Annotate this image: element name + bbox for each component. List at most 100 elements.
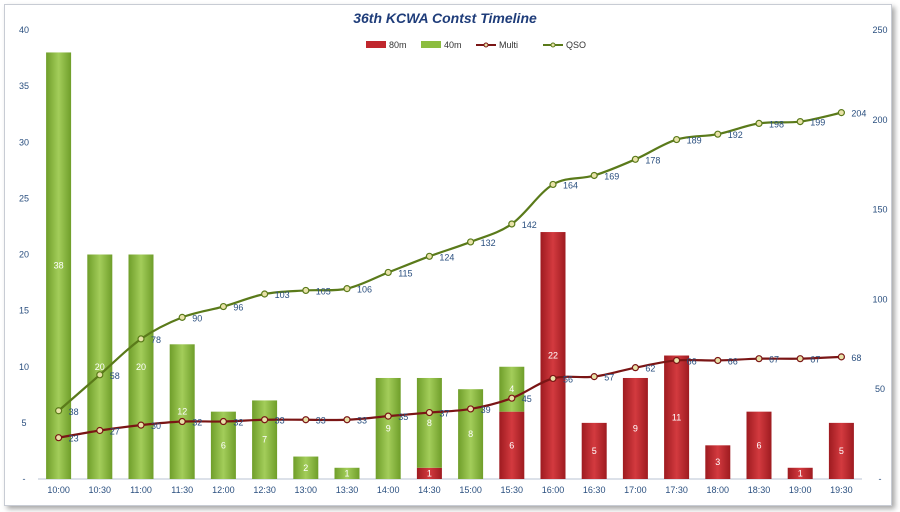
- bar-80m: [705, 445, 731, 479]
- point-multi: [96, 426, 104, 435]
- point-qso: [631, 155, 640, 163]
- right-axis-tick-label: 50: [875, 384, 885, 394]
- point-qso: [343, 285, 351, 293]
- bar-80m: [622, 377, 648, 479]
- left-axis-tick-label: 15: [19, 306, 29, 316]
- point-multi-label: 23: [69, 434, 79, 444]
- x-axis-tick-label: 16:30: [583, 485, 606, 495]
- x-axis-tick-label: 14:00: [377, 485, 400, 495]
- point-qso-label: 199: [810, 118, 825, 128]
- x-axis-tick-label: 17:00: [624, 485, 647, 495]
- point-qso-label: 169: [604, 171, 619, 181]
- point-qso-label: 142: [522, 220, 537, 230]
- point-qso: [54, 407, 63, 415]
- point-multi: [796, 355, 804, 363]
- x-axis-tick-label: 17:30: [665, 485, 688, 495]
- bar-40m: [458, 389, 484, 479]
- point-qso-label: 78: [151, 335, 161, 345]
- point-qso: [384, 268, 392, 277]
- lines: 23 27 30 32 32 33 33 33 35 37 39 45 56 57 62 66 66 67 67 68…: [54, 109, 866, 444]
- bar-40m: [252, 400, 278, 479]
- bar-80m: [540, 232, 566, 479]
- point-qso: [549, 180, 557, 189]
- bar-40m: [334, 467, 360, 479]
- point-multi-label: 33: [316, 416, 326, 426]
- bar-40m: [499, 366, 525, 412]
- bar-40m: [293, 456, 319, 479]
- point-multi-label: 30: [151, 421, 161, 431]
- point-multi: [302, 416, 310, 424]
- point-qso-label: 178: [645, 155, 660, 165]
- bar-40m: [416, 377, 442, 468]
- left-axis-tick-label: 10: [19, 362, 29, 372]
- point-qso: [508, 220, 516, 228]
- point-qso-label: 124: [439, 252, 454, 262]
- point-qso-label: 96: [233, 303, 243, 313]
- point-multi: [343, 416, 351, 424]
- bar-40m-label: 20: [136, 362, 146, 372]
- bar-40m-label: 20: [95, 362, 105, 372]
- point-qso-label: 132: [481, 238, 496, 248]
- x-axis-tick-label: 19:30: [830, 485, 853, 495]
- legend-label-qso: QSO: [566, 40, 586, 50]
- bar-40m-label: 8: [468, 429, 473, 439]
- point-qso: [302, 286, 310, 295]
- point-multi-label: 32: [233, 418, 243, 428]
- bar-80m-label: 9: [633, 423, 638, 433]
- bar-40m-label: 9: [386, 423, 391, 433]
- point-multi-label: 67: [769, 355, 779, 365]
- bar-80m-label: 5: [592, 446, 597, 456]
- point-qso: [178, 313, 186, 321]
- point-multi-label: 66: [687, 356, 697, 366]
- point-qso: [425, 252, 433, 260]
- legend-swatch-40m: [421, 41, 441, 48]
- point-multi-label: 68: [851, 353, 861, 363]
- bar-80m: [581, 422, 607, 479]
- chart-title: 36th KCWA Contst Timeline: [353, 10, 537, 26]
- bar-40m: [169, 344, 195, 479]
- bar-40m-label: 7: [262, 435, 267, 445]
- left-axis-tick-label: 35: [19, 81, 29, 91]
- point-multi: [467, 405, 475, 413]
- x-axis-tick-label: 11:30: [171, 485, 193, 495]
- bar-40m-label: 2: [303, 463, 308, 473]
- x-axis-tick-label: 10:00: [47, 485, 70, 495]
- point-multi-label: 57: [604, 373, 614, 383]
- bar-40m-label: 38: [54, 261, 64, 271]
- point-qso-label: 105: [316, 286, 331, 296]
- point-qso-label: 106: [357, 285, 372, 295]
- point-qso-label: 115: [398, 268, 412, 278]
- x-axis-tick-label: 15:00: [459, 485, 482, 495]
- point-multi: [714, 356, 722, 365]
- point-qso: [796, 117, 804, 126]
- point-multi-label: 62: [645, 364, 655, 374]
- point-multi-label: 39: [481, 405, 491, 415]
- point-multi-label: 37: [439, 409, 449, 419]
- bar-80m: [499, 411, 525, 479]
- point-multi: [178, 417, 186, 426]
- bar-40m-label: 1: [344, 468, 349, 478]
- bar-80m: [664, 355, 690, 479]
- point-qso: [96, 371, 104, 379]
- point-multi: [54, 434, 63, 442]
- legend-label-40m: 40m: [444, 40, 462, 50]
- point-qso-label: 164: [563, 180, 578, 190]
- point-multi: [672, 356, 681, 365]
- point-multi: [590, 373, 598, 381]
- x-axis-tick-label: 13:30: [336, 485, 359, 495]
- point-multi-label: 32: [192, 418, 202, 428]
- point-qso: [590, 171, 598, 180]
- point-qso: [261, 290, 269, 298]
- point-qso-label: 204: [851, 109, 866, 119]
- point-qso: [137, 335, 145, 343]
- bar-40m-label: 8: [427, 418, 432, 428]
- point-multi-label: 33: [275, 416, 285, 426]
- x-axis-tick-label: 19:00: [789, 485, 812, 495]
- right-axis-tick-label: 200: [872, 115, 887, 125]
- point-multi: [837, 353, 846, 361]
- point-multi: [631, 364, 640, 372]
- x-axis-tick-label: 12:00: [212, 485, 235, 495]
- bar-40m: [375, 377, 401, 479]
